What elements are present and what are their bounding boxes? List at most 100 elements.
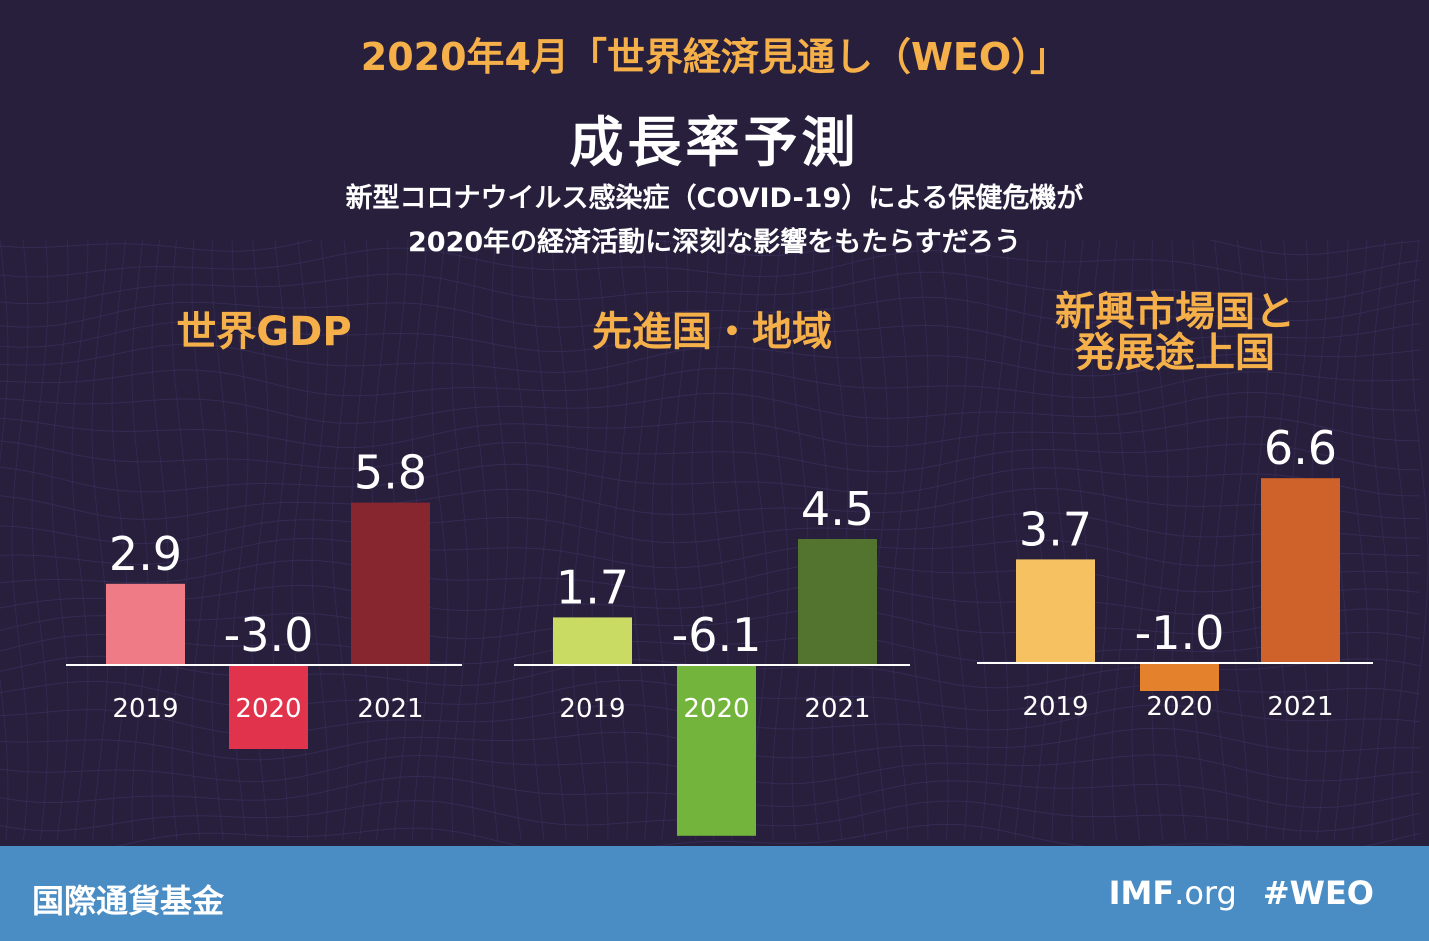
mesh-column-line bbox=[571, 240, 589, 841]
category-label: 2020 bbox=[235, 694, 301, 724]
description-line-1: 新型コロナウイルス感染症（COVID-19）による保健危機が bbox=[345, 183, 1084, 214]
chart-title: 世界GDP bbox=[176, 309, 351, 355]
mesh-column-line bbox=[331, 240, 349, 841]
mesh-column-line bbox=[1351, 240, 1369, 841]
chart-title: 発展途上国 bbox=[1075, 330, 1275, 376]
mesh-row-line bbox=[0, 583, 1421, 616]
mesh-column-line bbox=[451, 240, 469, 841]
bar-2019 bbox=[1016, 559, 1095, 663]
mesh-column-line bbox=[431, 240, 449, 841]
mesh-column-line bbox=[71, 240, 89, 841]
mesh-column-line bbox=[11, 240, 29, 841]
mesh-row-line bbox=[0, 463, 1421, 497]
mesh-row-line bbox=[0, 296, 1421, 328]
mesh-row-line bbox=[0, 391, 1421, 424]
description-line-2: 2020年の経済活動に深刻な影響をもたらすだろう bbox=[408, 227, 1021, 258]
category-label: 2021 bbox=[357, 694, 423, 724]
mesh-column-line bbox=[1151, 240, 1169, 841]
subtitle: 成長率予測 bbox=[569, 111, 860, 174]
mesh-column-line bbox=[751, 240, 769, 841]
mesh-row-line bbox=[0, 271, 1421, 305]
mesh-column-line bbox=[131, 240, 149, 841]
mesh-column-line bbox=[951, 240, 969, 841]
mesh-column-line bbox=[971, 240, 989, 841]
mesh-row-line bbox=[0, 487, 1420, 520]
mesh-column-line bbox=[1131, 240, 1149, 841]
mesh-column-line bbox=[1211, 240, 1229, 841]
bar-2019 bbox=[553, 617, 632, 665]
mesh-column-line bbox=[171, 240, 189, 841]
bar-2021 bbox=[798, 539, 877, 665]
bar-2020 bbox=[229, 665, 308, 749]
value-label: 1.7 bbox=[556, 560, 629, 614]
category-label: 2021 bbox=[1267, 692, 1333, 722]
value-label: 4.5 bbox=[801, 482, 874, 536]
mesh-row-line bbox=[0, 240, 1421, 257]
value-label: 5.8 bbox=[354, 446, 427, 500]
chart-1: 世界GDP 2.9 2019 -3.0 2020 5.8 2021 bbox=[66, 309, 462, 749]
mesh-column-line bbox=[771, 240, 789, 841]
mesh-column-line bbox=[1031, 240, 1049, 841]
mesh-row-line bbox=[0, 321, 1421, 353]
mesh-column-line bbox=[1371, 240, 1389, 841]
category-label: 2019 bbox=[112, 694, 178, 724]
mesh-row-line bbox=[0, 367, 1421, 399]
value-label: 2.9 bbox=[109, 527, 182, 581]
category-label: 2019 bbox=[559, 694, 625, 724]
mesh-column-line bbox=[1391, 240, 1409, 841]
mesh-row-line bbox=[0, 511, 1421, 545]
chart-2: 先進国・地域 1.7 2019 -6.1 2020 4.5 2021 bbox=[514, 309, 910, 836]
chart-title: 先進国・地域 bbox=[592, 309, 832, 355]
value-label: -3.0 bbox=[224, 608, 314, 662]
mesh-column-line bbox=[931, 240, 949, 841]
category-label: 2020 bbox=[1146, 692, 1212, 722]
mesh-column-line bbox=[211, 240, 229, 841]
value-label: -6.1 bbox=[672, 608, 762, 662]
mesh-row-line bbox=[0, 247, 1421, 281]
footer-org-name: 国際通貨基金 bbox=[32, 882, 225, 920]
footer-site-suffix[interactable]: .org bbox=[1174, 874, 1237, 912]
mesh-column-line bbox=[111, 240, 129, 841]
mesh-column-line bbox=[1171, 240, 1189, 841]
mesh-column-line bbox=[1111, 240, 1129, 841]
mesh-column-line bbox=[31, 240, 49, 841]
mesh-column-line bbox=[1011, 240, 1029, 841]
category-label: 2020 bbox=[683, 694, 749, 724]
mesh-column-line bbox=[651, 240, 669, 841]
mesh-column-line bbox=[1091, 240, 1109, 841]
mesh-row-line bbox=[0, 440, 1421, 473]
footer-links: IMF.org #WEO bbox=[1109, 874, 1374, 912]
mesh-column-line bbox=[311, 240, 329, 841]
mesh-column-line bbox=[1411, 240, 1429, 841]
mesh-column-line bbox=[911, 240, 929, 841]
value-label: 3.7 bbox=[1019, 502, 1092, 556]
mesh-row-line bbox=[0, 416, 1421, 449]
mesh-column-line bbox=[1251, 240, 1269, 841]
category-label: 2019 bbox=[1022, 692, 1088, 722]
mesh-row-line bbox=[0, 608, 1421, 640]
category-label: 2021 bbox=[804, 694, 870, 724]
mesh-column-line bbox=[0, 240, 9, 841]
footer-site-main[interactable]: IMF bbox=[1108, 874, 1175, 912]
mesh-row-line bbox=[0, 343, 1421, 377]
mesh-column-line bbox=[491, 240, 509, 841]
mesh-row-line bbox=[0, 631, 1421, 665]
mesh-column-line bbox=[991, 240, 1009, 841]
mesh-column-line bbox=[51, 240, 69, 841]
bar-2020 bbox=[677, 665, 756, 836]
bar-2021 bbox=[351, 502, 430, 665]
main-title: 2020年4月「世界経済見通し（WEO）」 bbox=[360, 35, 1069, 79]
mesh-column-line bbox=[151, 240, 169, 841]
mesh-row-line bbox=[0, 537, 1421, 569]
mesh-column-line bbox=[871, 240, 889, 841]
mesh-column-line bbox=[611, 240, 629, 841]
bar-2020 bbox=[1140, 663, 1219, 691]
mesh-column-line bbox=[511, 240, 529, 841]
footer-hashtag[interactable]: #WEO bbox=[1262, 874, 1374, 912]
mesh-row-line bbox=[0, 559, 1421, 593]
mesh-column-line bbox=[551, 240, 569, 841]
mesh-column-line bbox=[471, 240, 489, 841]
bar-2021 bbox=[1261, 478, 1340, 663]
